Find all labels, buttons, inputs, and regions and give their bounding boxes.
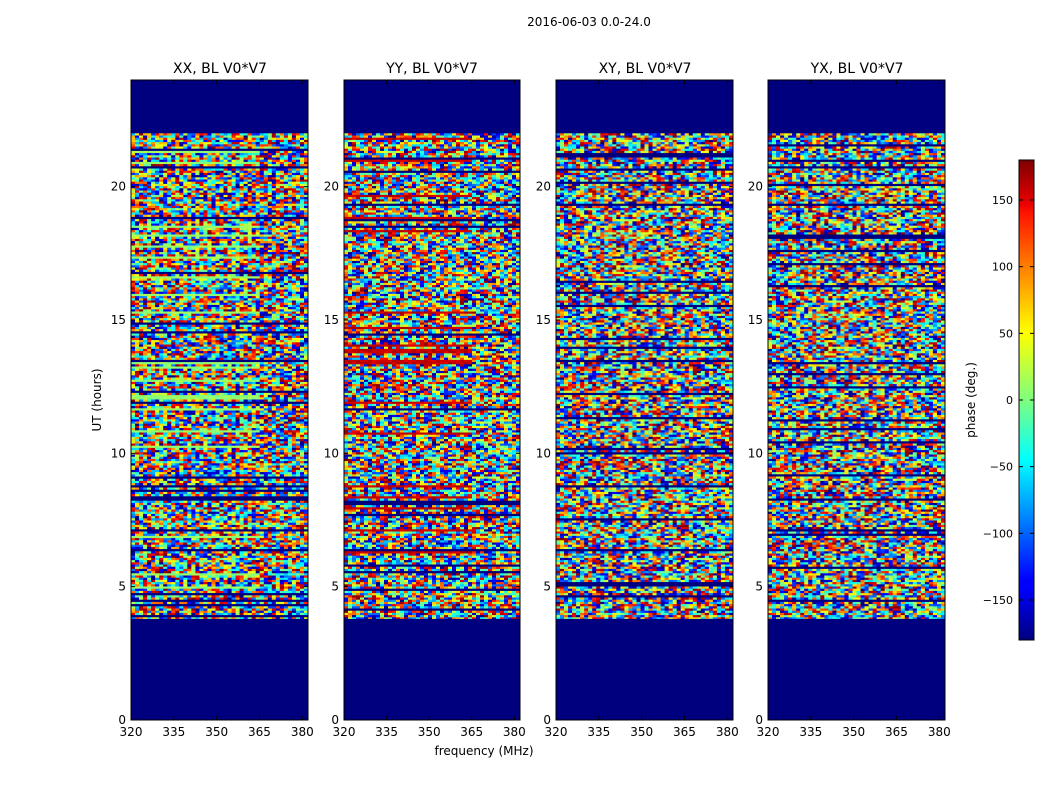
y-tick-label: 5 (755, 580, 763, 594)
y-tick-label: 10 (536, 446, 551, 460)
figure-title: 2016-06-03 0.0-24.0 (527, 15, 651, 29)
x-tick-label: 350 (842, 725, 865, 739)
y-tick-label: 15 (748, 313, 763, 327)
x-tick-label: 365 (248, 725, 271, 739)
y-tick-label: 20 (748, 180, 763, 194)
y-axis-label: UT (hours) (90, 368, 104, 431)
panel-title: XX, BL V0*V7 (173, 61, 267, 77)
y-tick-label: 15 (111, 313, 126, 327)
colorbar-tick-label: 50 (999, 327, 1013, 340)
colorbar-tick-label: −50 (990, 461, 1013, 474)
x-axis: 320 335 350 365 380 (757, 80, 951, 739)
y-tick-label: 0 (118, 713, 126, 727)
colorbar-tick-label: −100 (983, 527, 1013, 540)
panel-frame (343, 79, 521, 721)
colorbar-tick-label: −150 (983, 594, 1013, 607)
y-axis: 0 5 10 15 20 (111, 180, 308, 727)
colorbar-label: phase (deg.) (964, 362, 978, 438)
x-tick-label: 320 (545, 725, 568, 739)
y-tick-label: 10 (111, 446, 126, 460)
x-tick-label: 365 (460, 725, 483, 739)
y-tick-label: 15 (536, 313, 551, 327)
y-tick-label: 5 (118, 580, 126, 594)
x-axis: 320 335 350 365 380 (120, 80, 314, 739)
panel-title: YY, BL V0*V7 (385, 61, 478, 77)
x-tick-label: 380 (928, 725, 951, 739)
panel-title: YX, BL V0*V7 (810, 61, 904, 77)
x-tick-label: 365 (673, 725, 696, 739)
x-tick-label: 380 (503, 725, 526, 739)
y-tick-label: 15 (324, 313, 339, 327)
x-tick-label: 335 (162, 725, 185, 739)
panel-yx: YX, BL V0*V7 320 335 350 365 380 0 5 10 15 20 (748, 61, 951, 739)
x-axis: 320 335 350 365 380 (333, 80, 526, 739)
y-axis: 0 5 10 15 20 (324, 180, 520, 727)
x-tick-label: 365 (885, 725, 908, 739)
y-tick-label: 0 (755, 713, 763, 727)
colorbar-tick-label: 150 (992, 194, 1013, 207)
x-axis-label: frequency (MHz) (434, 744, 533, 758)
colorbar-tick-label: 0 (1006, 394, 1013, 407)
x-tick-label: 335 (375, 725, 398, 739)
panel-title: XY, BL V0*V7 (599, 61, 692, 77)
panel-frame (130, 79, 309, 721)
panel-frame (767, 79, 946, 721)
colorbar-ticks: 150 100 50 0 −50 −100 −150 (983, 194, 1034, 607)
colorbar-tick-label: 100 (992, 261, 1013, 274)
y-tick-label: 10 (748, 446, 763, 460)
panel-yy: YY, BL V0*V7 320 335 350 365 380 0 5 10 15 20 (324, 61, 526, 739)
heatmap-image (131, 133, 309, 619)
y-tick-label: 0 (331, 713, 339, 727)
panel-xy: XY, BL V0*V7 320 335 350 365 380 0 5 10 15 20 (536, 61, 739, 739)
y-tick-label: 5 (543, 580, 551, 594)
x-tick-label: 350 (630, 725, 653, 739)
panel-xx: XX, BL V0*V7 320 335 350 365 380 0 5 10 15 20 (111, 61, 314, 739)
heatmap-image (344, 133, 521, 619)
x-tick-label: 380 (291, 725, 314, 739)
y-tick-label: 5 (331, 580, 339, 594)
panel-frame (555, 79, 734, 721)
x-tick-label: 320 (120, 725, 143, 739)
colorbar: 150 100 50 0 −50 −100 −150 phase (deg.) (964, 159, 1035, 641)
y-tick-label: 20 (324, 180, 339, 194)
x-tick-label: 380 (716, 725, 739, 739)
x-tick-label: 335 (799, 725, 822, 739)
x-tick-label: 320 (333, 725, 356, 739)
y-axis: 0 5 10 15 20 (536, 180, 733, 727)
x-tick-label: 320 (757, 725, 780, 739)
x-axis: 320 335 350 365 380 (545, 80, 739, 739)
x-tick-label: 350 (205, 725, 228, 739)
y-tick-label: 10 (324, 446, 339, 460)
y-tick-label: 20 (536, 180, 551, 194)
x-tick-label: 335 (587, 725, 610, 739)
x-tick-label: 350 (418, 725, 441, 739)
y-tick-label: 20 (111, 180, 126, 194)
heatmap-image (556, 133, 734, 619)
y-tick-label: 0 (543, 713, 551, 727)
y-axis: 0 5 10 15 20 (748, 180, 945, 727)
heatmap-image (768, 133, 946, 619)
